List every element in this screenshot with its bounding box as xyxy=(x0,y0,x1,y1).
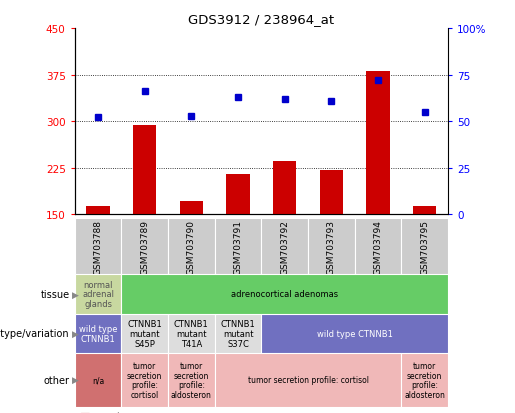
Bar xyxy=(168,314,215,353)
Bar xyxy=(320,170,343,215)
Text: ▶: ▶ xyxy=(72,290,79,299)
Bar xyxy=(355,219,401,275)
Text: CTNNB1
mutant
S45P: CTNNB1 mutant S45P xyxy=(127,319,162,348)
Text: GSM703794: GSM703794 xyxy=(373,219,383,274)
Text: other: other xyxy=(44,375,70,385)
Bar xyxy=(227,174,250,215)
Text: tumor
secretion
profile:
aldosteron: tumor secretion profile: aldosteron xyxy=(404,361,445,399)
Text: ▶: ▶ xyxy=(72,329,79,338)
Text: tumor
secretion
profile:
cortisol: tumor secretion profile: cortisol xyxy=(127,361,162,399)
Bar xyxy=(215,314,261,353)
Bar xyxy=(87,206,110,215)
Bar xyxy=(261,314,448,353)
Bar xyxy=(75,314,122,353)
Bar xyxy=(215,219,261,275)
Bar xyxy=(273,162,296,215)
Bar xyxy=(168,219,215,275)
Bar xyxy=(413,206,436,215)
Text: GSM703789: GSM703789 xyxy=(140,219,149,274)
Text: wild type
CTNNB1: wild type CTNNB1 xyxy=(79,324,117,343)
Text: normal
adrenal
glands: normal adrenal glands xyxy=(82,280,114,309)
Text: GSM703793: GSM703793 xyxy=(327,219,336,274)
Text: count: count xyxy=(95,411,121,413)
Text: wild type CTNNB1: wild type CTNNB1 xyxy=(317,329,392,338)
Bar xyxy=(401,219,448,275)
Text: tissue: tissue xyxy=(40,289,70,299)
Bar xyxy=(308,219,355,275)
Bar xyxy=(75,353,122,407)
Text: GSM703791: GSM703791 xyxy=(233,219,243,274)
Text: GSM703790: GSM703790 xyxy=(187,219,196,274)
Bar xyxy=(122,314,168,353)
Bar xyxy=(168,353,215,407)
Text: GSM703788: GSM703788 xyxy=(94,219,102,274)
Bar xyxy=(122,353,168,407)
Text: ▶: ▶ xyxy=(72,375,79,385)
Text: genotype/variation: genotype/variation xyxy=(0,328,70,339)
Bar xyxy=(215,353,401,407)
Bar xyxy=(75,275,122,314)
Bar xyxy=(401,353,448,407)
Bar xyxy=(261,219,308,275)
Text: adrenocortical adenomas: adrenocortical adenomas xyxy=(231,290,338,299)
Bar xyxy=(122,275,448,314)
Text: CTNNB1
mutant
S37C: CTNNB1 mutant S37C xyxy=(220,319,255,348)
Text: GSM703795: GSM703795 xyxy=(420,219,429,274)
Text: n/a: n/a xyxy=(92,375,104,385)
Bar xyxy=(133,126,157,215)
Bar xyxy=(75,219,122,275)
Text: ■: ■ xyxy=(80,411,90,413)
Bar xyxy=(122,219,168,275)
Title: GDS3912 / 238964_at: GDS3912 / 238964_at xyxy=(188,13,334,26)
Text: CTNNB1
mutant
T41A: CTNNB1 mutant T41A xyxy=(174,319,209,348)
Bar xyxy=(180,201,203,215)
Bar xyxy=(366,71,390,215)
Text: tumor
secretion
profile:
aldosteron: tumor secretion profile: aldosteron xyxy=(171,361,212,399)
Text: GSM703792: GSM703792 xyxy=(280,219,289,274)
Text: tumor secretion profile: cortisol: tumor secretion profile: cortisol xyxy=(248,375,369,385)
